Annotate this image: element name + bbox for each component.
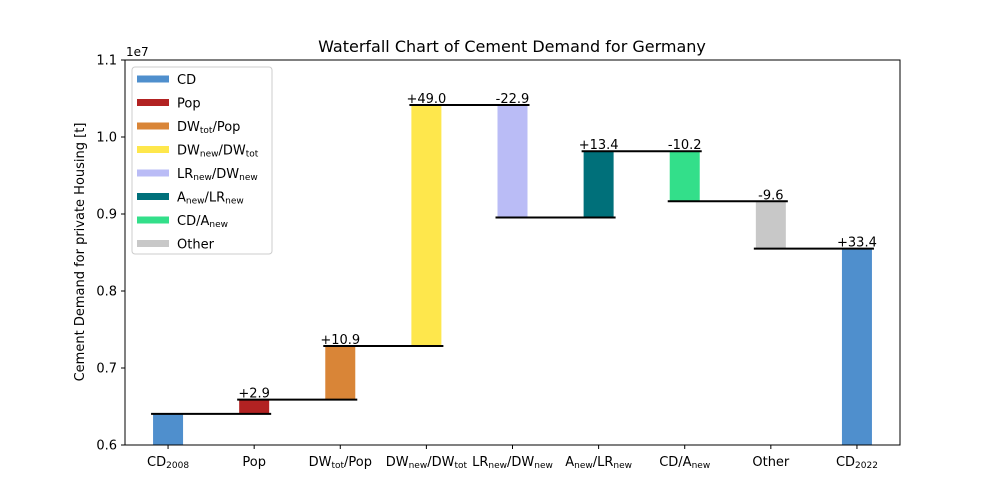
x-tick-label: CD2022 (836, 455, 878, 471)
legend-swatch (137, 75, 169, 83)
legend-label: CD (177, 73, 196, 88)
legend-swatch (137, 240, 169, 247)
x-tick-label: Anew/LRnew (565, 455, 632, 471)
legend-swatch (137, 216, 169, 224)
waterfall-bar (411, 105, 442, 347)
y-tick-label: 0.7 (96, 362, 117, 377)
x-tick-label: DWtot/Pop (309, 455, 372, 471)
waterfall-bar (239, 399, 270, 414)
x-tick-label: Pop (242, 455, 266, 470)
legend-label: LRnew/DWnew (177, 167, 258, 183)
legend-label: DWnew/DWtot (177, 144, 259, 160)
y-offset-label: 1e7 (126, 45, 149, 59)
chart-title: Waterfall Chart of Cement Demand for Ger… (318, 37, 706, 56)
waterfall-bar (841, 248, 872, 445)
waterfall-bar (153, 413, 184, 445)
legend-box (131, 66, 273, 255)
x-tick-label: CD2008 (147, 455, 189, 471)
waterfall-bar (755, 201, 786, 249)
y-axis-label: Cement Demand for private Housing [t] (73, 123, 88, 382)
y-tick-label: 1.0 (96, 131, 117, 146)
waterfall-bar (325, 346, 356, 400)
legend-label: Anew/LRnew (177, 191, 244, 207)
data-label: +2.9 (238, 387, 270, 402)
data-label: -10.2 (668, 138, 702, 153)
x-tick-label: DWnew/DWtot (386, 455, 468, 471)
data-label: +49.0 (406, 92, 446, 107)
legend-label: Pop (177, 97, 201, 112)
x-tick-label: Other (752, 455, 790, 470)
legend-label: Other (177, 238, 215, 253)
waterfall-bar (669, 151, 700, 202)
legend-swatch (137, 193, 169, 200)
legend-label: CD/Anew (177, 214, 228, 230)
y-tick-label: 0.8 (96, 285, 117, 300)
y-tick-label: 0.9 (96, 208, 117, 223)
legend-swatch (137, 169, 169, 177)
x-tick-label: CD/Anew (659, 455, 710, 471)
y-tick-label: 1.1 (96, 54, 117, 69)
waterfall-bar (583, 151, 614, 218)
waterfall-bar (497, 105, 528, 218)
data-label: +13.4 (579, 138, 619, 153)
y-tick-label: 0.6 (96, 439, 117, 454)
data-label: -9.6 (758, 188, 783, 203)
data-label: +10.9 (320, 333, 360, 348)
legend-swatch (137, 99, 169, 106)
x-tick-label: LRnew/DWnew (472, 455, 553, 471)
legend-swatch (137, 122, 169, 130)
data-label: -22.9 (496, 92, 530, 107)
data-label: +33.4 (837, 236, 877, 251)
legend-label: DWtot/Pop (177, 120, 240, 136)
legend-swatch (137, 146, 169, 153)
